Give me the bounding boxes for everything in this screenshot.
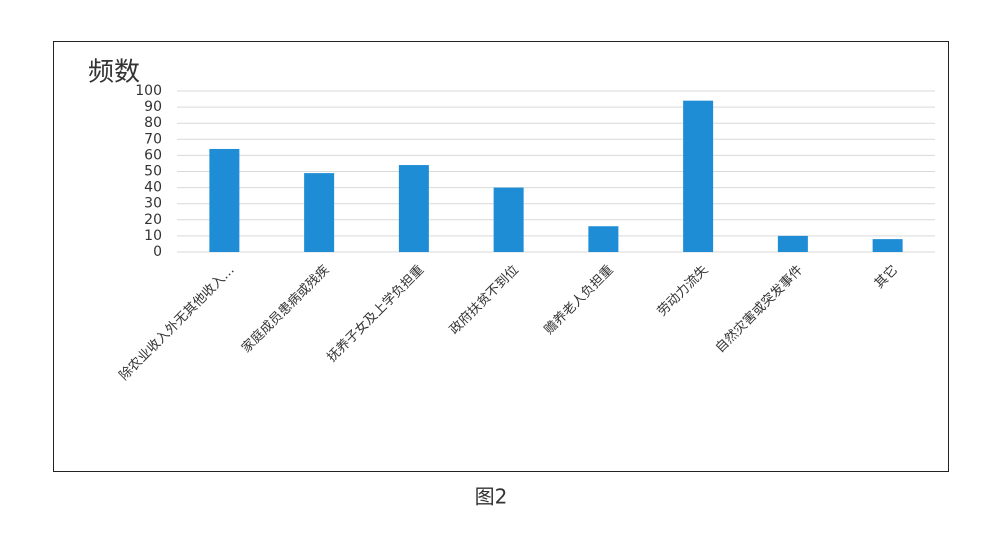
y-tick-label: 100: [135, 83, 162, 99]
bar: [683, 100, 714, 252]
bar: [398, 165, 429, 252]
y-tick-label: 0: [153, 244, 162, 260]
bar: [493, 187, 524, 252]
y-tick-label: 30: [144, 196, 162, 212]
y-axis-label: 频数: [88, 58, 140, 88]
y-tick-label: 80: [144, 115, 162, 131]
bar: [777, 235, 808, 252]
bar: [588, 226, 619, 252]
bar: [872, 239, 903, 252]
y-tick-label: 20: [144, 212, 162, 228]
y-tick-label: 50: [144, 164, 162, 180]
caption: 图2: [475, 485, 508, 509]
y-tick-label: 10: [144, 228, 162, 244]
y-tick-label: 70: [144, 131, 162, 147]
y-tick-label: 90: [144, 99, 162, 115]
bar: [304, 173, 335, 252]
chart-frame: [53, 41, 949, 472]
y-tick-label: 40: [144, 180, 162, 196]
bar: [209, 148, 240, 252]
y-tick-label: 60: [144, 147, 162, 163]
